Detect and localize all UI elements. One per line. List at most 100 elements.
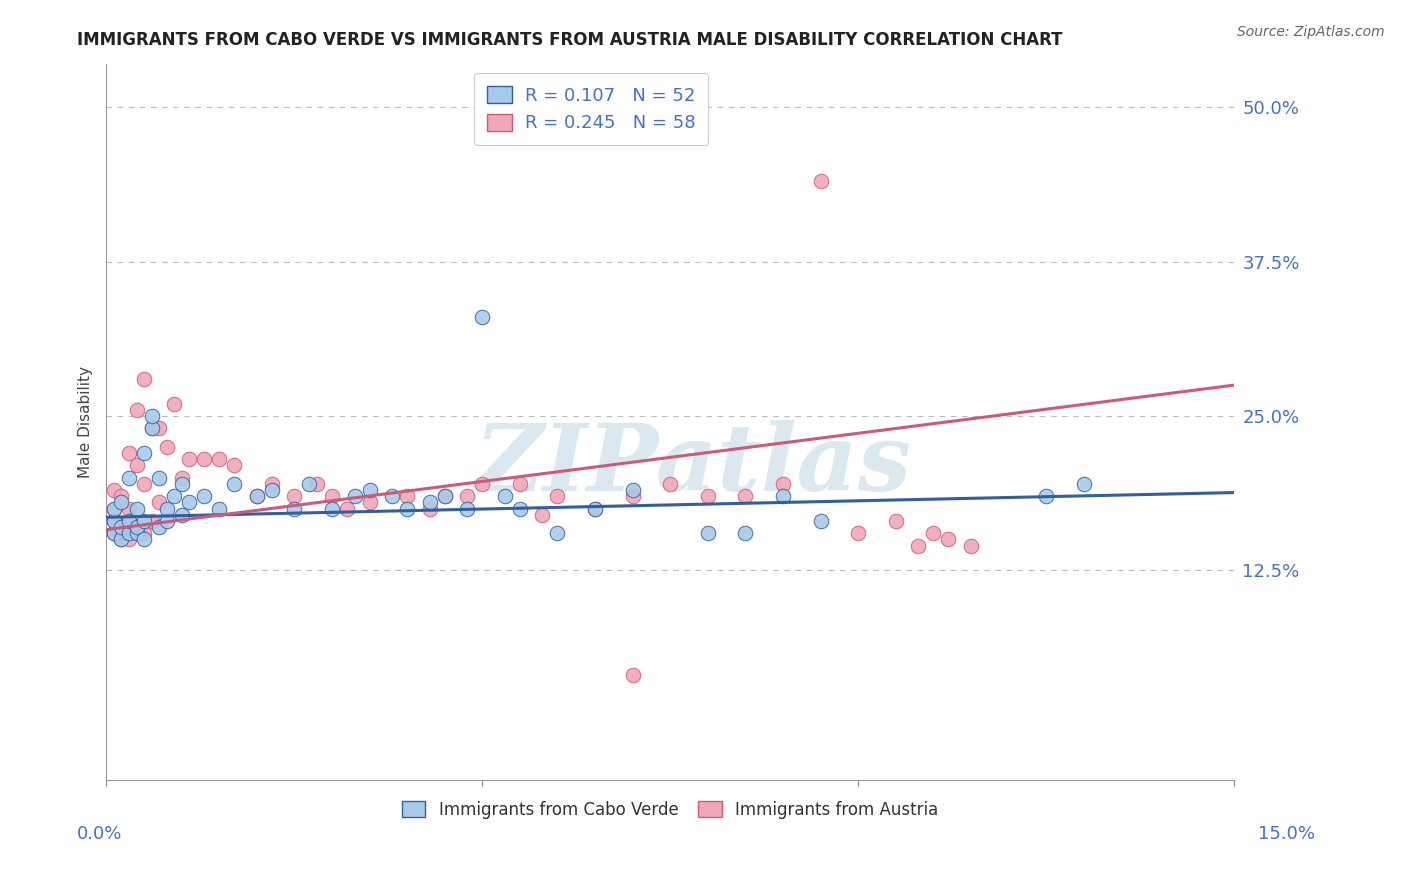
Point (359, 483, 381, 497)
Point (772, 489, 794, 503)
Point (321, 501, 343, 516)
Text: Source: ZipAtlas.com: Source: ZipAtlas.com (1237, 25, 1385, 39)
Point (583, 501, 606, 516)
Point (208, 501, 231, 516)
Point (118, 501, 141, 516)
Point (494, 489, 516, 503)
Point (336, 501, 359, 516)
Point (810, 174, 832, 188)
Point (419, 501, 441, 516)
Point (103, 526, 125, 541)
Point (419, 495, 441, 509)
Point (298, 477, 321, 491)
Point (381, 489, 404, 503)
Point (163, 489, 186, 503)
Point (125, 520, 148, 534)
Point (155, 514, 177, 528)
Point (246, 489, 269, 503)
Point (922, 526, 945, 541)
Point (103, 526, 125, 541)
Point (125, 526, 148, 541)
Point (163, 397, 186, 411)
Point (305, 477, 328, 491)
Point (141, 409, 163, 423)
Point (1035, 489, 1057, 503)
Text: IMMIGRANTS FROM CABO VERDE VS IMMIGRANTS FROM AUSTRIA MALE DISABILITY CORRELATIO: IMMIGRANTS FROM CABO VERDE VS IMMIGRANTS… (77, 31, 1063, 49)
Point (772, 477, 794, 491)
Point (260, 483, 283, 497)
Point (125, 458, 148, 473)
Point (343, 489, 366, 503)
Point (148, 520, 170, 534)
Point (118, 526, 141, 541)
Point (103, 501, 125, 516)
Point (260, 477, 283, 491)
Point (193, 452, 215, 467)
Point (132, 514, 155, 528)
Point (141, 421, 163, 435)
Point (471, 477, 494, 491)
Point (509, 477, 531, 491)
Point (170, 508, 193, 522)
Point (141, 421, 163, 435)
Point (170, 471, 193, 485)
Point (509, 501, 531, 516)
Point (936, 533, 959, 547)
Point (103, 501, 125, 516)
Point (179, 495, 201, 509)
Point (170, 477, 193, 491)
Point (132, 372, 155, 386)
Point (471, 310, 494, 325)
Point (846, 526, 869, 541)
Text: ZIPatlas: ZIPatlas (474, 420, 911, 510)
Point (193, 489, 215, 503)
Point (148, 495, 170, 509)
Text: 15.0%: 15.0% (1257, 825, 1315, 843)
Point (132, 477, 155, 491)
Point (884, 514, 907, 528)
Point (433, 489, 456, 503)
Point (734, 489, 756, 503)
Point (696, 526, 718, 541)
Point (118, 533, 141, 547)
Point (959, 539, 981, 553)
Point (583, 501, 606, 516)
Point (118, 446, 141, 460)
Point (246, 489, 269, 503)
Point (659, 477, 682, 491)
Point (546, 526, 568, 541)
Point (125, 520, 148, 534)
Point (621, 489, 644, 503)
Y-axis label: Male Disability: Male Disability (79, 367, 93, 478)
Point (110, 520, 132, 534)
Point (103, 514, 125, 528)
Point (456, 501, 478, 516)
Point (531, 508, 554, 522)
Point (148, 471, 170, 485)
Point (110, 533, 132, 547)
Point (456, 489, 478, 503)
Point (148, 421, 170, 435)
Point (734, 526, 756, 541)
Point (110, 489, 132, 503)
Point (224, 458, 246, 473)
Point (132, 446, 155, 460)
Point (359, 495, 381, 509)
Point (224, 477, 246, 491)
Point (132, 533, 155, 547)
Point (118, 514, 141, 528)
Point (396, 489, 419, 503)
Point (155, 440, 177, 454)
Point (321, 489, 343, 503)
Legend: Immigrants from Cabo Verde, Immigrants from Austria: Immigrants from Cabo Verde, Immigrants f… (395, 795, 945, 826)
Point (283, 501, 305, 516)
Point (621, 483, 644, 497)
Point (132, 526, 155, 541)
Point (1073, 477, 1095, 491)
Point (110, 533, 132, 547)
Text: 0.0%: 0.0% (77, 825, 122, 843)
Point (810, 514, 832, 528)
Point (155, 501, 177, 516)
Point (433, 489, 456, 503)
Point (110, 495, 132, 509)
